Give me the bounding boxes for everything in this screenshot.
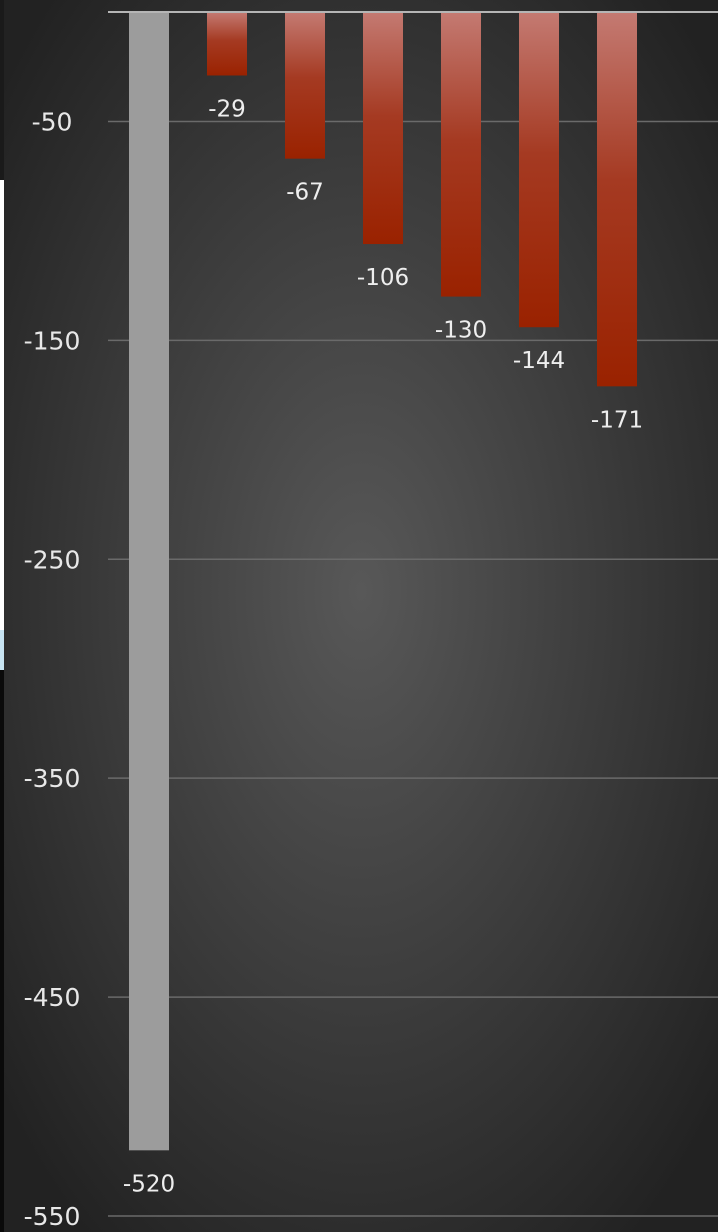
bar [363, 12, 403, 245]
window-edge-strip [0, 670, 4, 1232]
bar-value-label: -29 [208, 96, 246, 122]
bar-value-label: -144 [513, 348, 565, 374]
bar [597, 12, 637, 387]
data-labels: -520 -29 -67 -106 -130 -144 -171 [123, 96, 643, 1197]
bar [441, 12, 481, 297]
y-tick-label: -50 [32, 107, 73, 136]
window-edge-strip [0, 630, 4, 670]
window-edge-strip [0, 180, 4, 630]
y-tick-label: -450 [24, 983, 81, 1012]
bar [519, 12, 559, 328]
bar [129, 12, 169, 1151]
y-tick-label: -350 [24, 764, 81, 793]
bar-value-label: -67 [286, 180, 324, 206]
y-tick-label: -550 [24, 1202, 81, 1231]
window-edge-strip [0, 0, 4, 180]
bars [129, 12, 637, 1151]
bar-value-label: -171 [591, 407, 643, 433]
y-tick-label: -150 [24, 326, 81, 355]
bar [285, 12, 325, 159]
y-axis-tick-labels: -50 -150 -250 -350 -450 -550 [24, 107, 81, 1231]
bar [207, 12, 247, 76]
y-tick-label: -250 [24, 545, 81, 574]
bar-value-label: -520 [123, 1171, 175, 1197]
bar-value-label: -130 [435, 318, 487, 344]
bar-value-label: -106 [357, 265, 409, 291]
